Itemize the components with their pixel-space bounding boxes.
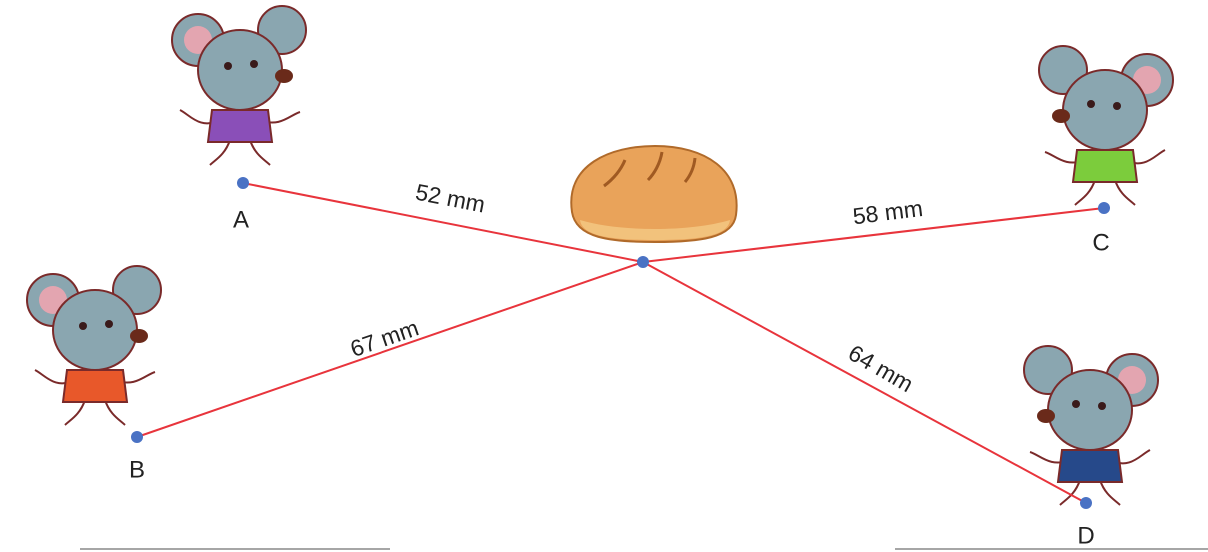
eye	[1113, 102, 1121, 110]
shirt	[1073, 150, 1137, 182]
eye	[79, 322, 87, 330]
shirt	[208, 110, 272, 142]
distance-label: 52 mm	[413, 179, 487, 218]
eye	[1087, 100, 1095, 108]
eye	[105, 320, 113, 328]
head	[1063, 70, 1147, 150]
nose	[1037, 409, 1055, 423]
diagram: A B C D 52 mm 67 mm 58 mm 64 mm	[0, 0, 1208, 552]
eye	[250, 60, 258, 68]
center-point	[637, 256, 649, 268]
shirt	[1058, 450, 1122, 482]
head	[198, 30, 282, 110]
limb	[1075, 180, 1095, 205]
limb	[250, 140, 270, 165]
mouse	[1039, 46, 1173, 205]
illustrations	[27, 6, 1173, 505]
eye	[1072, 400, 1080, 408]
eye	[1098, 402, 1106, 410]
limb	[210, 140, 230, 165]
distance-label: 58 mm	[851, 195, 924, 229]
distance-line	[643, 262, 1086, 503]
shirt	[63, 370, 127, 402]
nose	[1052, 109, 1070, 123]
distance-label: 67 mm	[347, 314, 422, 361]
limb	[65, 400, 85, 425]
head	[1048, 370, 1132, 450]
limb	[1100, 480, 1120, 505]
point	[1098, 202, 1110, 214]
limb	[105, 400, 125, 425]
mouse	[27, 266, 161, 425]
point-label: D	[1077, 522, 1094, 549]
point-label: B	[129, 456, 145, 483]
mouse	[172, 6, 306, 165]
bread	[571, 146, 736, 242]
point-label: C	[1092, 229, 1109, 256]
point	[237, 177, 249, 189]
point	[1080, 497, 1092, 509]
distance-label: 64 mm	[844, 340, 918, 398]
head	[53, 290, 137, 370]
point	[131, 431, 143, 443]
nose	[130, 329, 148, 343]
limb	[1115, 180, 1135, 205]
limb	[1060, 480, 1080, 505]
eye	[224, 62, 232, 70]
point-label: A	[233, 206, 249, 233]
nose	[275, 69, 293, 83]
